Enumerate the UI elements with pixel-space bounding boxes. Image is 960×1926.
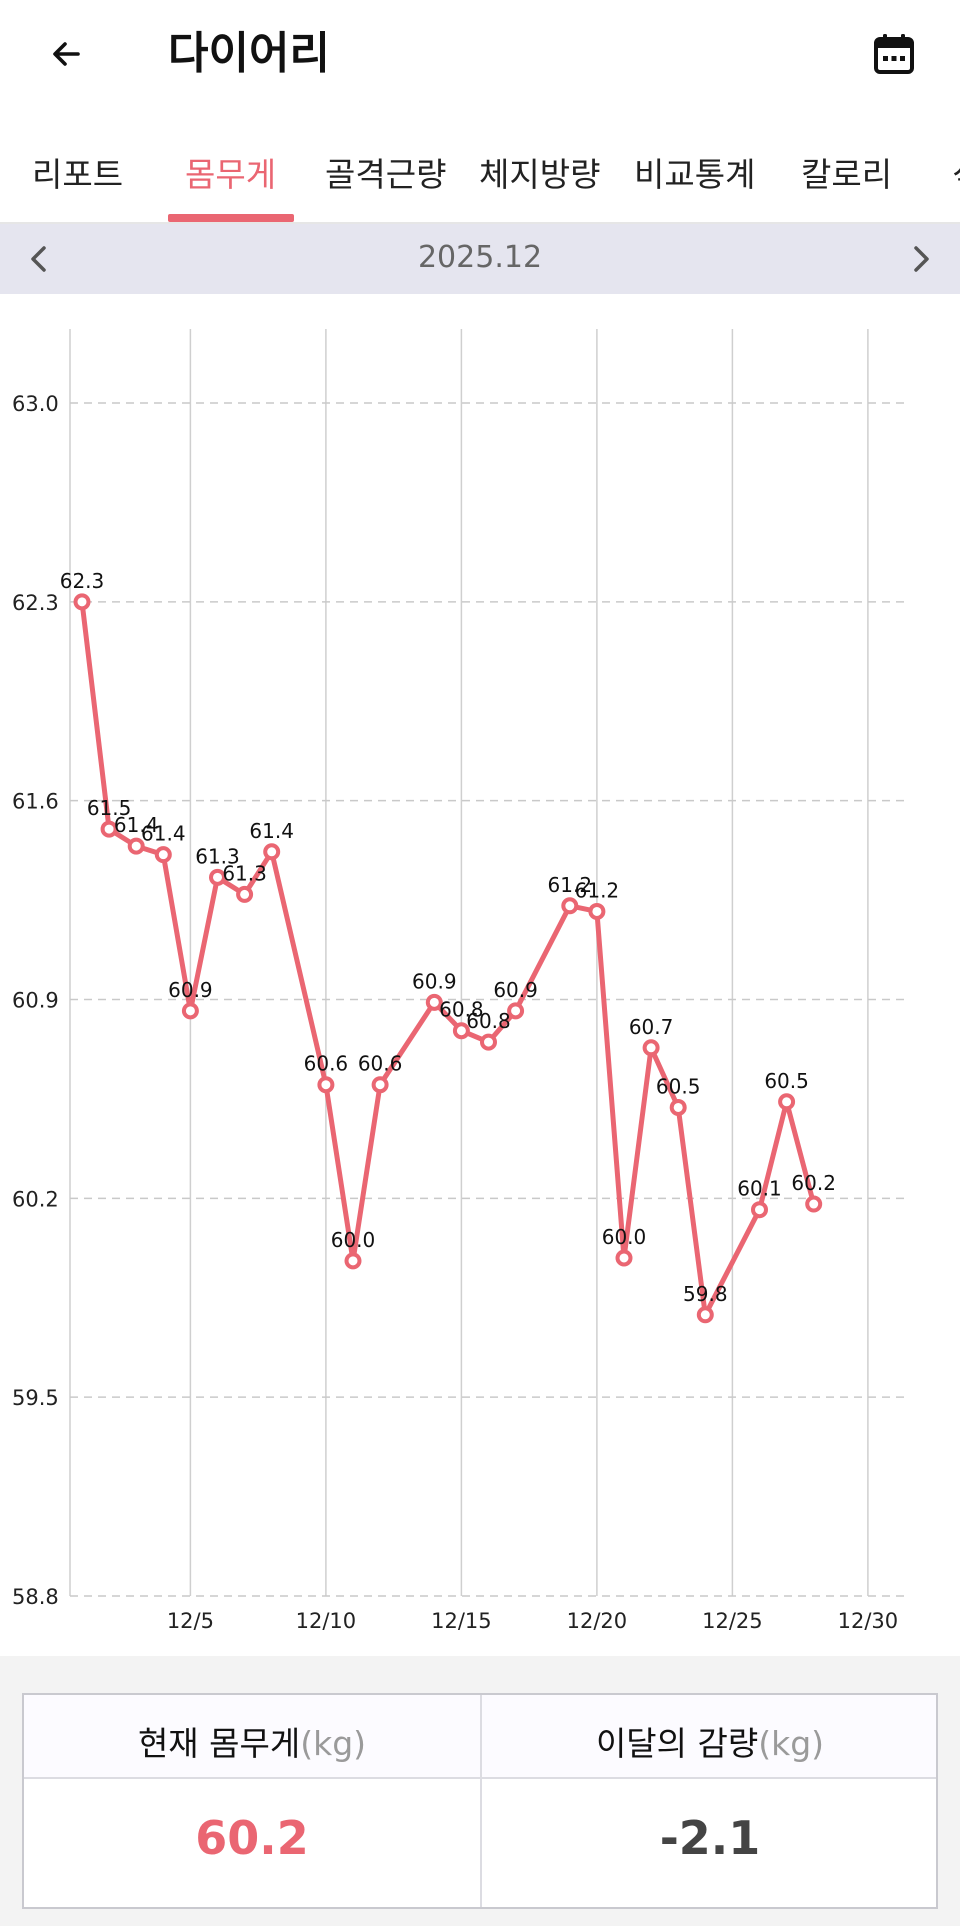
data-point [452, 1022, 470, 1040]
data-point [127, 837, 145, 855]
calendar-icon [874, 34, 914, 74]
data-point [642, 1039, 660, 1057]
data-label: 59.8 [683, 1282, 728, 1306]
next-month-button[interactable] [894, 232, 948, 286]
active-tab-indicator [168, 214, 294, 222]
data-label: 60.0 [331, 1228, 376, 1252]
data-label: 61.3 [222, 861, 267, 885]
data-point [263, 843, 281, 861]
data-point [344, 1252, 362, 1270]
previous-month-button[interactable] [12, 232, 66, 286]
data-label: 60.8 [466, 1009, 511, 1033]
data-label: 60.8 [439, 998, 484, 1022]
data-label: 61.5 [87, 796, 132, 820]
stats-table: 현재 몸무게(kg) 이달의 감량(kg) 60.2 -2.1 [22, 1693, 938, 1909]
monthly-change-value: -2.1 [659, 1811, 761, 1865]
page-title: 다이어리 [168, 28, 330, 79]
monthly-change-unit: (kg) [758, 1724, 825, 1763]
stats-divider [480, 1695, 482, 1907]
data-point [778, 1093, 796, 1111]
data-point [100, 820, 118, 838]
tab-comparison-stats[interactable]: 비교통계 [634, 155, 756, 194]
back-button[interactable] [40, 28, 92, 80]
y-tick-label: 58.8 [12, 1585, 59, 1609]
tab-report[interactable]: 리포트 [32, 155, 124, 194]
data-point [154, 846, 172, 864]
data-label: 61.4 [141, 822, 186, 846]
x-tick-label: 12/10 [296, 1609, 357, 1633]
tab-body-fat[interactable]: 체지방량 [479, 155, 601, 194]
data-label: 60.9 [412, 969, 457, 993]
data-label: 60.7 [629, 1015, 674, 1039]
data-point [561, 897, 579, 915]
data-label: 60.6 [304, 1052, 349, 1076]
x-tick-label: 12/30 [838, 1609, 899, 1633]
tab-meal[interactable]: 식 [952, 148, 960, 196]
month-navigator: 2025.12 [0, 224, 960, 294]
data-point [669, 1098, 687, 1116]
x-tick-label: 12/15 [431, 1609, 492, 1633]
tab-skeletal-muscle[interactable]: 골격근량 [325, 155, 447, 194]
data-point [209, 868, 226, 886]
x-tick-label: 12/25 [702, 1609, 763, 1633]
data-point [805, 1195, 823, 1213]
data-point [317, 1076, 335, 1094]
data-point [480, 1033, 497, 1051]
data-point [696, 1306, 714, 1324]
y-tick-label: 62.3 [12, 591, 59, 615]
data-label: 60.9 [493, 978, 538, 1002]
data-label: 60.5 [764, 1069, 809, 1093]
data-point [371, 1076, 389, 1094]
data-label: 60.2 [791, 1171, 836, 1195]
chevron-right-icon [914, 246, 929, 272]
data-point [507, 1002, 525, 1020]
y-tick-label: 61.6 [12, 790, 59, 814]
data-point [615, 1249, 633, 1267]
current-weight-label: 현재 몸무게 [137, 1724, 301, 1763]
current-weight-unit: (kg) [300, 1724, 367, 1763]
summary-area: 현재 몸무게(kg) 이달의 감량(kg) 60.2 -2.1 [0, 1656, 960, 1926]
data-point [425, 993, 443, 1011]
data-label: 60.0 [602, 1225, 647, 1249]
month-label: 2025.12 [417, 240, 543, 275]
chevron-left-icon [31, 246, 46, 272]
y-tick-label: 60.9 [12, 989, 59, 1013]
tab-calories[interactable]: 칼로리 [801, 155, 893, 194]
x-tick-label: 12/5 [167, 1609, 214, 1633]
data-point [588, 902, 606, 920]
data-point [73, 593, 91, 611]
data-label: 60.1 [737, 1177, 782, 1201]
monthly-change-label: 이달의 감량 [595, 1724, 759, 1763]
data-label: 61.4 [249, 819, 294, 843]
top-bar: 다이어리 [0, 0, 960, 108]
y-tick-label: 60.2 [12, 1187, 59, 1211]
data-point [751, 1201, 768, 1219]
monthly-change-title: 이달의 감량(kg) [482, 1717, 938, 1765]
x-tick-label: 12/20 [567, 1609, 628, 1633]
data-label: 62.3 [60, 569, 105, 593]
tab-bar: 리포트 몸무게 골격근량 체지방량 비교통계 칼로리 식 [0, 130, 960, 224]
data-point [236, 885, 254, 903]
data-label: 61.3 [195, 844, 240, 868]
calendar-button[interactable] [866, 26, 922, 82]
data-label: 61.2 [575, 878, 620, 902]
arrow-left-icon [53, 42, 80, 66]
tab-weight[interactable]: 몸무게 [185, 155, 277, 194]
y-tick-label: 59.5 [12, 1386, 59, 1410]
data-point [181, 1002, 199, 1020]
data-label: 60.5 [656, 1074, 701, 1098]
current-weight-title: 현재 몸무게(kg) [24, 1717, 480, 1765]
current-weight-value: 60.2 [195, 1811, 309, 1865]
weight-line-chart: 63.0 62.3 61.6 60.9 60.2 59.5 58.8 12/5 12/10 12/… [12, 329, 904, 1633]
data-label: 60.6 [358, 1052, 403, 1076]
y-tick-label: 63.0 [12, 392, 59, 416]
data-label: 61.4 [114, 813, 159, 837]
data-label: 61.2 [548, 873, 593, 897]
weight-series-line [79, 599, 817, 1318]
data-label: 60.9 [168, 978, 213, 1002]
weight-chart: 63.0 62.3 61.6 60.9 60.2 59.5 58.8 12/5 12/10 12/… [0, 294, 960, 1656]
